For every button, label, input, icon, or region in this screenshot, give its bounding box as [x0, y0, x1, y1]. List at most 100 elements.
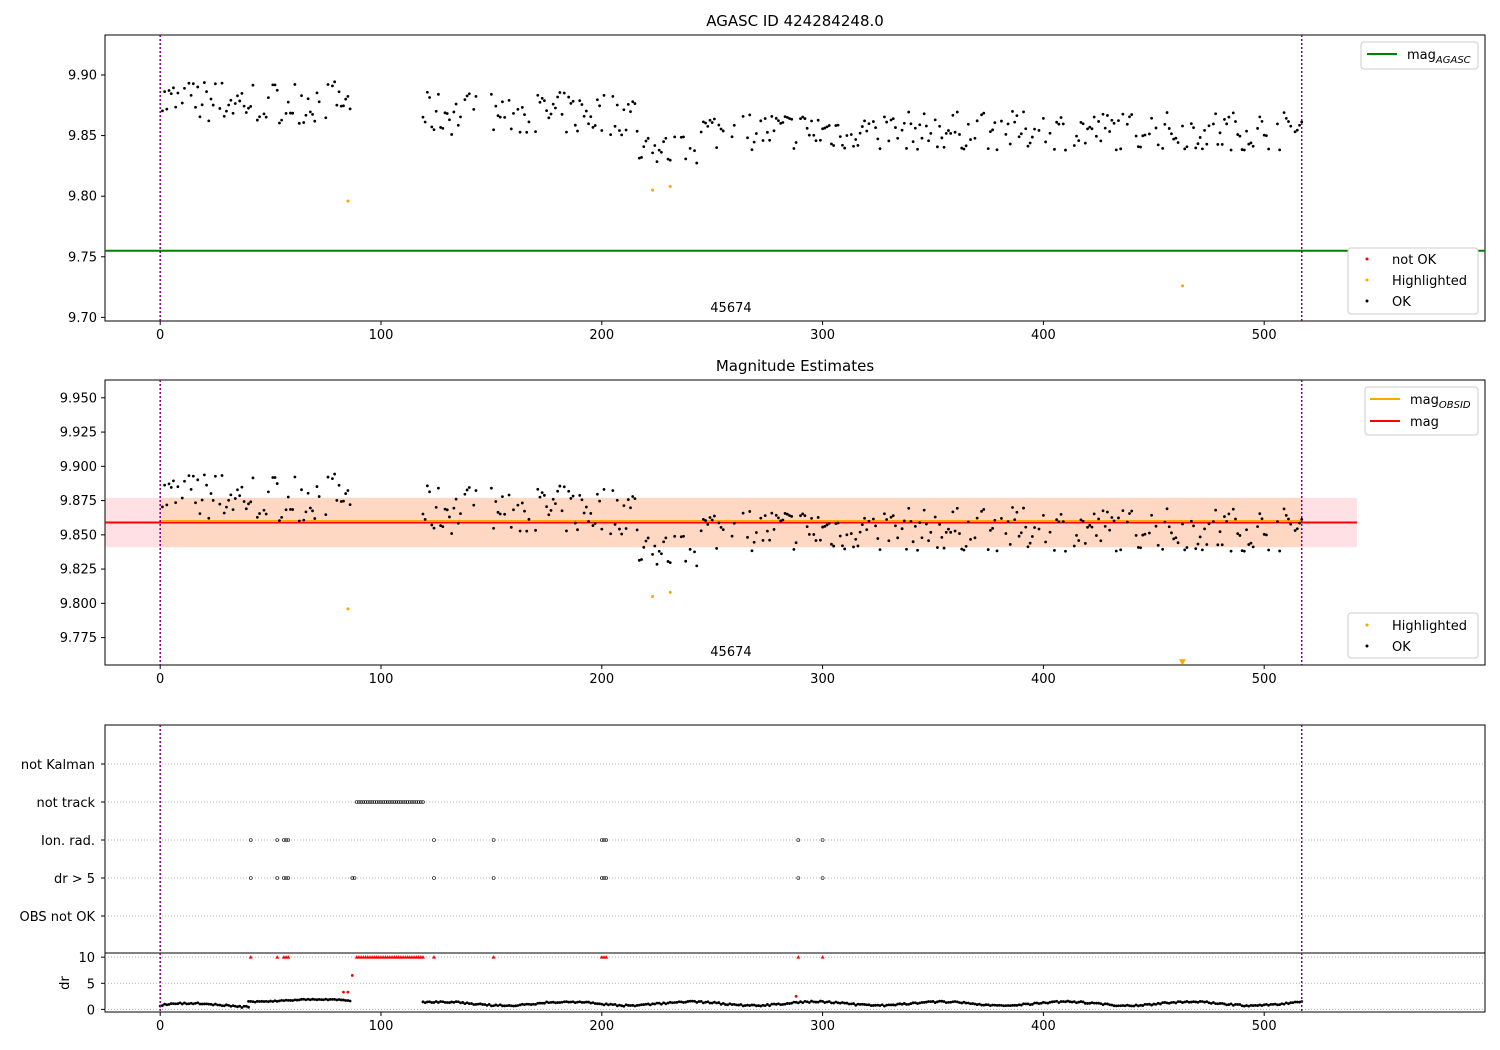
ok-point — [1189, 519, 1193, 523]
dr-point — [494, 1003, 498, 1007]
highlighted-point — [668, 590, 672, 594]
ok-point — [600, 527, 604, 531]
dr-point — [1231, 1003, 1235, 1007]
ok-point — [587, 520, 590, 523]
dr-point — [1287, 1002, 1290, 1006]
ok-point — [266, 96, 270, 99]
ok-point — [1207, 124, 1211, 128]
ok-point — [960, 547, 964, 551]
dr-point — [618, 1003, 621, 1007]
dr-point — [1170, 1001, 1173, 1004]
dr-point — [476, 1002, 480, 1006]
ok-point — [516, 503, 520, 507]
ok-point — [1141, 134, 1145, 138]
ok-point — [236, 488, 239, 492]
dr-point — [1033, 1001, 1036, 1005]
flag-point — [352, 876, 357, 880]
dr-point — [805, 1000, 809, 1004]
dr-point — [1298, 1000, 1301, 1004]
flag-point — [282, 876, 286, 880]
ok-point — [1298, 123, 1301, 127]
flag-row-label: Ion. rad. — [41, 834, 95, 849]
dr-point — [1242, 1004, 1246, 1008]
dr-point — [520, 1002, 524, 1006]
flags-panel: not Kalman not track Ion. rad. dr > 5 OBS no… — [20, 724, 1486, 954]
dr-point — [247, 999, 250, 1003]
ok-point — [207, 516, 211, 520]
ok-point — [1108, 130, 1112, 133]
dr-point — [1011, 1003, 1014, 1007]
ok-point — [1289, 124, 1293, 128]
ok-point — [278, 121, 281, 125]
ok-point — [752, 140, 756, 144]
ok-point — [953, 529, 957, 533]
dr-point — [1110, 1003, 1114, 1007]
dr-point — [505, 1004, 509, 1008]
ok-point — [346, 94, 350, 98]
ok-point — [542, 99, 546, 103]
ok-point — [909, 520, 913, 523]
dr-point — [514, 1004, 518, 1008]
ok-point — [894, 524, 897, 528]
ok-point — [896, 136, 900, 140]
ok-point — [993, 518, 997, 522]
ok-point — [801, 115, 805, 119]
ok-point — [595, 98, 599, 102]
ok-point — [167, 89, 171, 92]
ok-point — [211, 498, 215, 502]
ok-point — [761, 538, 765, 542]
ok-point — [180, 101, 184, 105]
dr-point — [1273, 1002, 1277, 1006]
ok-point — [814, 139, 818, 143]
ok-point — [732, 123, 736, 127]
ok-point — [1139, 145, 1142, 149]
dr-point — [1249, 1004, 1253, 1007]
dr-point — [794, 1000, 798, 1004]
dr-point — [598, 1002, 601, 1006]
legend-label-mag-agasc: magAGASC — [1407, 48, 1471, 66]
ok-point — [1044, 140, 1048, 144]
ok-point — [1229, 549, 1233, 553]
flag-row-label: not Kalman — [21, 758, 95, 773]
ok-point — [759, 119, 763, 123]
ok-point — [315, 485, 319, 488]
ok-point — [1008, 542, 1012, 546]
ok-point — [651, 552, 654, 556]
ok-point — [231, 508, 235, 512]
ok-point — [1121, 509, 1125, 513]
ok-point — [302, 121, 306, 124]
ok-point — [1004, 532, 1008, 535]
ok-point — [916, 147, 919, 151]
dr-clipped-marker — [275, 955, 280, 959]
ok-point — [247, 502, 250, 506]
ok-point — [578, 493, 582, 497]
ok-point — [830, 142, 833, 146]
axes-frame-0 — [104, 34, 1486, 322]
ok-point — [1006, 520, 1010, 524]
ok-point — [836, 521, 840, 525]
ok-point — [741, 115, 745, 118]
dr-point — [847, 1002, 851, 1006]
ok-point — [1238, 134, 1242, 138]
dr-point — [474, 1003, 478, 1006]
dr-point — [1035, 1001, 1039, 1005]
dr-point — [629, 1004, 632, 1007]
ok-point — [810, 119, 813, 123]
dr-point — [706, 1000, 710, 1004]
dr-point — [172, 1002, 175, 1006]
ok-point — [591, 126, 595, 129]
dr-point — [878, 1004, 882, 1007]
flag-point — [392, 800, 397, 804]
dr-point — [750, 1003, 754, 1007]
ok-point — [492, 526, 496, 530]
dr-point — [512, 1004, 515, 1008]
ok-point — [825, 125, 829, 129]
ok-point — [823, 126, 827, 130]
ok-point — [196, 478, 200, 482]
dr-point — [258, 1000, 261, 1003]
ok-point — [1278, 549, 1282, 553]
ok-point — [1172, 137, 1176, 141]
ok-point — [1295, 128, 1299, 132]
dr-point — [1152, 1002, 1156, 1006]
ok-point — [982, 508, 986, 511]
